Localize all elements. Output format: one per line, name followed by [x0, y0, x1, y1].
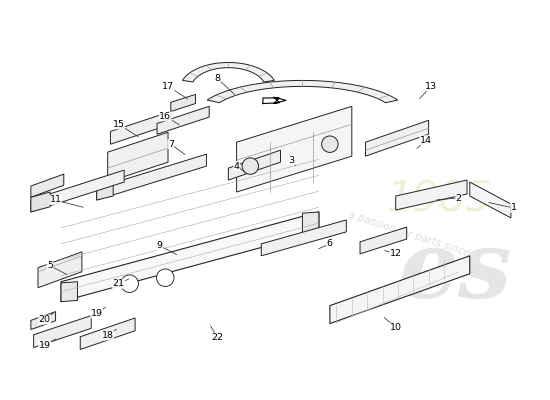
Polygon shape	[207, 80, 398, 103]
Text: 19: 19	[39, 341, 51, 350]
Text: 1985: 1985	[387, 179, 493, 221]
Text: 1: 1	[510, 204, 516, 212]
Text: 3: 3	[288, 156, 294, 165]
Text: 6: 6	[327, 239, 333, 248]
Polygon shape	[38, 252, 82, 288]
Polygon shape	[302, 212, 319, 234]
Polygon shape	[108, 132, 168, 182]
Text: 11: 11	[50, 196, 62, 204]
Polygon shape	[97, 180, 113, 200]
Polygon shape	[236, 106, 352, 192]
Text: es: es	[399, 227, 513, 317]
Text: 14: 14	[420, 136, 432, 145]
Polygon shape	[360, 227, 406, 254]
Polygon shape	[470, 182, 511, 218]
Circle shape	[121, 275, 139, 292]
Polygon shape	[366, 120, 428, 156]
Text: 5: 5	[47, 261, 53, 270]
Text: 15: 15	[113, 120, 125, 129]
Text: 17: 17	[162, 82, 174, 91]
Text: 4: 4	[234, 162, 240, 171]
Text: 2: 2	[456, 194, 462, 202]
Polygon shape	[31, 170, 124, 212]
Text: 7: 7	[168, 140, 174, 149]
Polygon shape	[80, 318, 135, 350]
Text: 21: 21	[113, 279, 125, 288]
Polygon shape	[31, 312, 56, 330]
Text: 18: 18	[102, 331, 114, 340]
Polygon shape	[228, 150, 280, 180]
Polygon shape	[111, 112, 170, 144]
Polygon shape	[261, 220, 346, 256]
Polygon shape	[31, 174, 64, 197]
Polygon shape	[395, 180, 467, 210]
Circle shape	[242, 158, 258, 174]
Text: 20: 20	[39, 315, 51, 324]
Polygon shape	[157, 106, 209, 134]
Text: 13: 13	[425, 82, 437, 91]
Text: 8: 8	[214, 74, 221, 83]
Polygon shape	[170, 94, 195, 112]
Text: 10: 10	[390, 323, 402, 332]
Text: a passion for parts since: a passion for parts since	[348, 210, 471, 258]
Text: 22: 22	[211, 333, 223, 342]
Polygon shape	[183, 62, 274, 82]
Polygon shape	[61, 212, 319, 302]
Text: 9: 9	[157, 241, 163, 250]
Circle shape	[322, 136, 338, 152]
Polygon shape	[31, 192, 50, 212]
Polygon shape	[61, 282, 78, 302]
Text: 12: 12	[390, 249, 402, 258]
Text: 19: 19	[91, 309, 103, 318]
Polygon shape	[97, 154, 206, 200]
Text: 16: 16	[160, 112, 171, 121]
Circle shape	[157, 269, 174, 286]
Polygon shape	[34, 316, 91, 348]
Polygon shape	[330, 256, 470, 324]
